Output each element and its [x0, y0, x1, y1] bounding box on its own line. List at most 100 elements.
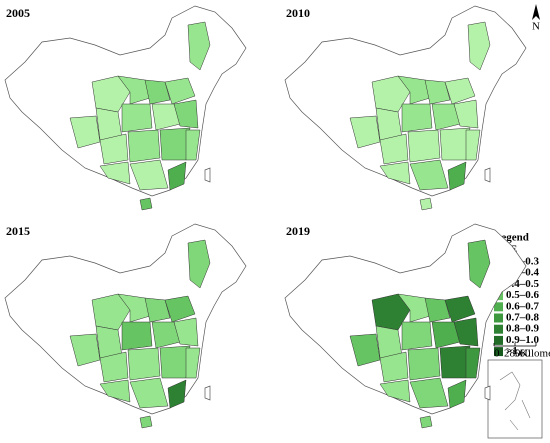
legend-label: 0.5–0.6 — [506, 289, 540, 301]
province — [401, 103, 433, 133]
province — [127, 347, 161, 381]
province — [407, 347, 441, 381]
province — [447, 161, 467, 191]
scale-bar — [493, 343, 537, 347]
province — [129, 159, 169, 191]
province — [439, 127, 471, 161]
inset-map — [499, 371, 531, 431]
legend-swatch — [494, 347, 503, 357]
province — [379, 351, 409, 383]
map-panel — [4, 5, 247, 211]
province — [121, 321, 153, 351]
province — [444, 77, 476, 105]
scale-label: 0 — [494, 348, 500, 360]
map-panel — [284, 5, 527, 211]
province — [375, 325, 403, 359]
province — [371, 75, 411, 113]
province — [409, 159, 449, 191]
province — [379, 379, 411, 403]
legend-label: 0.8–0.9 — [506, 323, 540, 335]
province — [99, 379, 131, 403]
province — [397, 75, 431, 105]
province — [424, 297, 451, 323]
province — [164, 77, 196, 105]
map-panel — [284, 223, 527, 429]
province — [69, 333, 101, 367]
panel-year: 2019 — [286, 224, 310, 238]
north-label: N — [532, 21, 540, 33]
province — [467, 239, 491, 289]
map-panel — [4, 223, 247, 429]
scale-unit: Kilometers — [520, 348, 550, 360]
legend-swatch — [494, 324, 503, 334]
province — [95, 107, 123, 141]
province — [139, 197, 153, 211]
province — [159, 345, 191, 379]
province — [447, 379, 467, 409]
north-arrow — [532, 4, 540, 20]
taiwan — [484, 167, 491, 183]
province — [453, 99, 479, 129]
province — [407, 129, 441, 163]
province — [379, 133, 409, 165]
legend-label: 0.6–0.7 — [506, 300, 540, 312]
province — [444, 295, 476, 323]
province — [187, 21, 211, 71]
panel-year: 2010 — [286, 6, 310, 20]
province — [349, 115, 381, 149]
legend-label: >1 — [506, 345, 518, 357]
legend: Legend GEE 0.2–0.30.3–0.40.4–0.50.5–0.60… — [494, 232, 540, 357]
province — [375, 107, 403, 141]
province — [91, 75, 131, 113]
province — [453, 317, 479, 347]
province — [99, 351, 129, 383]
province — [117, 293, 151, 323]
province — [99, 133, 129, 165]
province — [187, 239, 211, 289]
province — [371, 293, 411, 331]
province — [439, 345, 471, 379]
scale-label: 280 — [504, 348, 521, 360]
panel-year: 2005 — [6, 6, 30, 20]
panel-year: 2015 — [6, 224, 30, 238]
province — [419, 415, 433, 429]
province — [465, 129, 481, 161]
province — [91, 293, 131, 331]
province — [129, 377, 169, 409]
province — [164, 295, 196, 323]
province — [349, 333, 381, 367]
legend-label: 0.9–1.0 — [506, 334, 540, 346]
province — [465, 347, 481, 379]
province — [167, 161, 187, 191]
taiwan — [204, 167, 211, 183]
legend-swatch — [494, 313, 503, 323]
province — [173, 99, 199, 129]
taiwan — [204, 385, 211, 401]
province — [467, 21, 491, 71]
province — [379, 161, 411, 185]
province — [424, 79, 451, 105]
province — [144, 79, 171, 105]
province — [127, 129, 161, 163]
province — [117, 75, 151, 105]
province — [69, 115, 101, 149]
province — [397, 293, 431, 323]
legend-swatch — [494, 335, 503, 345]
province — [99, 161, 131, 185]
province — [139, 415, 153, 429]
scale-label: 560 — [514, 348, 531, 360]
taiwan — [484, 385, 491, 401]
province — [419, 197, 433, 211]
province — [409, 377, 449, 409]
province — [159, 127, 191, 161]
province — [144, 297, 171, 323]
legend-label: 0.7–0.8 — [506, 312, 540, 324]
legend-swatch — [494, 302, 503, 312]
province — [167, 379, 187, 409]
province — [121, 103, 153, 133]
province — [95, 325, 123, 359]
province — [173, 317, 199, 347]
province — [401, 321, 433, 351]
province — [185, 129, 201, 161]
